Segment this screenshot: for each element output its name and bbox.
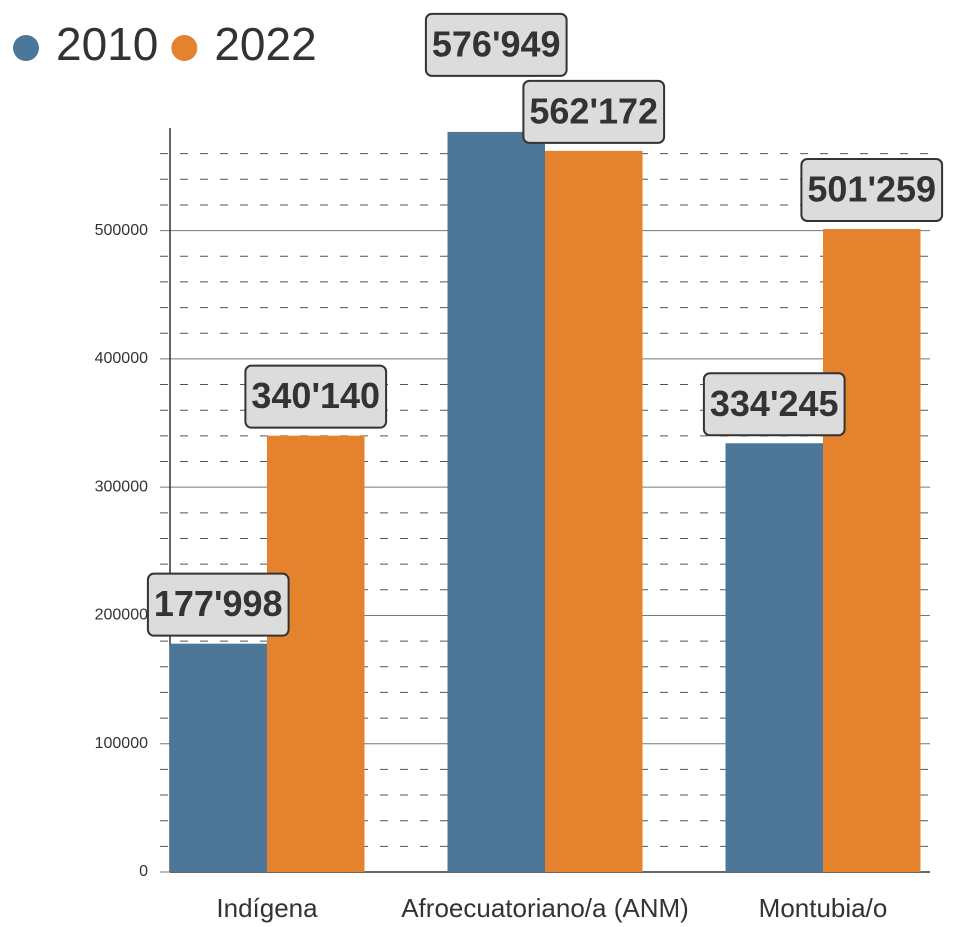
y-tick-label: 400000 <box>95 350 148 367</box>
y-tick-label: 200000 <box>95 607 148 624</box>
data-label: 562'172 <box>522 79 666 144</box>
legend-label: 2022 <box>214 18 316 70</box>
bar <box>725 443 823 872</box>
y-tick-label: 300000 <box>95 478 148 495</box>
data-label: 501'259 <box>800 158 944 223</box>
bar <box>545 150 643 872</box>
data-label-box <box>244 364 388 429</box>
data-label-box <box>424 12 568 77</box>
data-label-box <box>800 158 944 223</box>
legend-marker <box>171 35 198 61</box>
data-label: 340'140 <box>244 364 388 429</box>
data-label: 334'245 <box>702 372 846 437</box>
data-label: 177'998 <box>146 572 290 637</box>
data-label-text: 177'998 <box>154 583 283 624</box>
x-tick-label: Montubia/o <box>759 893 888 923</box>
y-tick-label: 500000 <box>95 222 148 239</box>
data-label-box <box>146 572 290 637</box>
x-tick-label: Indígena <box>216 893 318 923</box>
bar <box>447 131 545 872</box>
bar <box>169 643 267 872</box>
data-label-box <box>702 372 846 437</box>
legend-label: 2010 <box>56 18 158 70</box>
data-label-text: 340'140 <box>251 375 380 416</box>
data-label-text: 576'949 <box>432 23 561 64</box>
y-tick-label: 100000 <box>95 735 148 752</box>
legend-marker <box>13 35 39 61</box>
x-tick-label: Afroecuatoriano/a (ANM) <box>401 893 689 923</box>
data-label-text: 562'172 <box>529 90 658 131</box>
bar <box>267 435 365 872</box>
y-tick-label: 0 <box>139 863 148 880</box>
data-label-text: 334'245 <box>710 383 839 424</box>
data-label-text: 501'259 <box>807 169 936 210</box>
data-label-box <box>522 79 666 144</box>
data-label: 576'949 <box>424 12 568 77</box>
bar <box>823 229 921 873</box>
